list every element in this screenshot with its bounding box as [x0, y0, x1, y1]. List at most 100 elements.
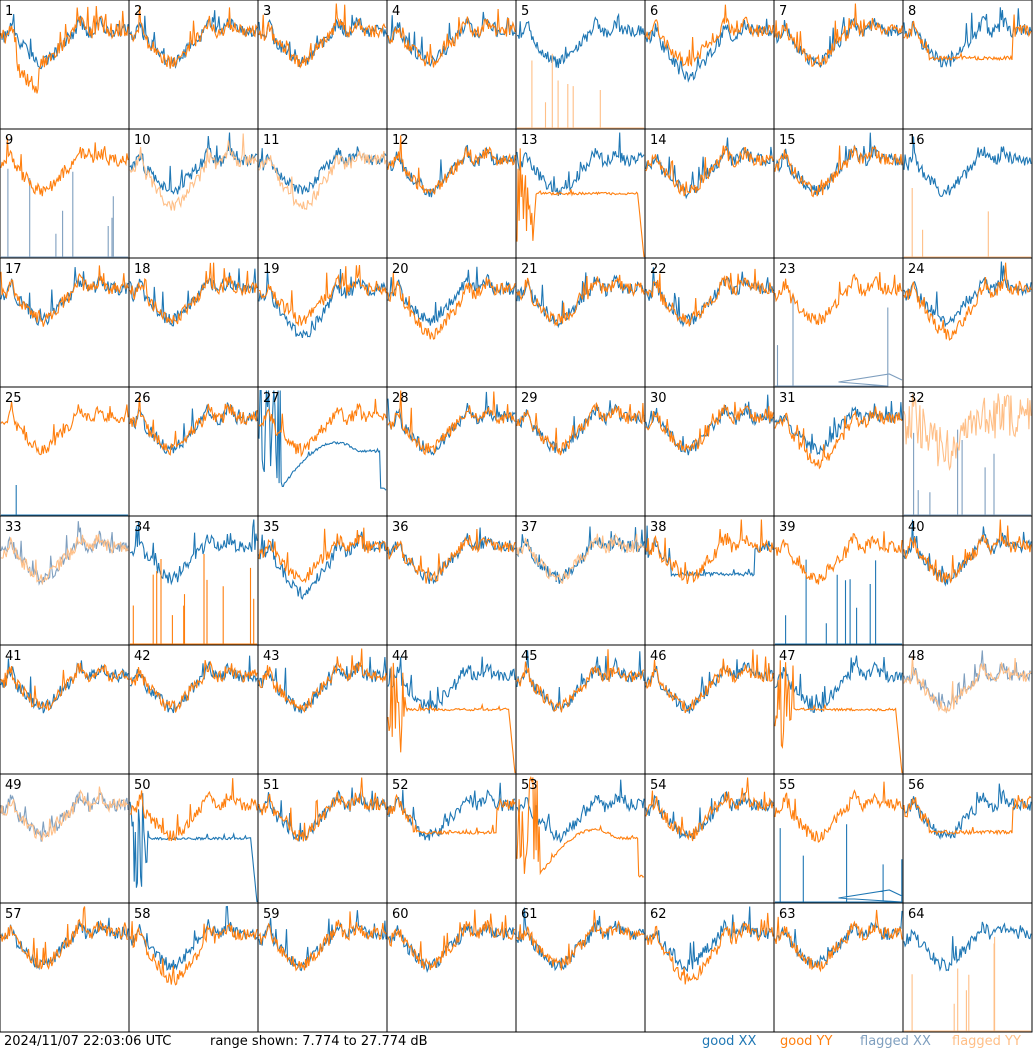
panel-20: 20	[386, 257, 517, 388]
panel-label: 56	[908, 778, 925, 793]
yy-series-line	[774, 531, 903, 585]
panel-label: 61	[521, 907, 538, 922]
panel-label: 40	[908, 520, 925, 535]
yy-series-line	[129, 778, 258, 842]
panel-frame	[515, 0, 646, 130]
panel-label: 4	[392, 4, 400, 19]
panel-frame	[644, 902, 775, 1033]
panel-26: 26	[128, 386, 259, 517]
xx-series-line	[1, 168, 128, 258]
panel-57: 57	[0, 902, 130, 1033]
yy-series-line	[903, 656, 1032, 713]
panel-frame	[902, 0, 1033, 130]
panel-label: 23	[779, 262, 796, 277]
panel-label: 9	[5, 133, 13, 148]
panel-label: 12	[392, 133, 409, 148]
panel-frame	[257, 773, 388, 904]
panel-frame	[644, 386, 775, 517]
panel-frame	[773, 773, 904, 904]
yy-series-line	[645, 777, 774, 842]
panel-41: 41	[0, 644, 130, 775]
xx-series-line	[129, 793, 258, 903]
panel-label: 13	[521, 133, 538, 148]
panel-frame	[515, 644, 646, 775]
xx-series-line	[516, 12, 645, 69]
panel-label: 51	[263, 778, 280, 793]
xx-series-line	[774, 655, 903, 714]
panel-55: 55	[773, 773, 904, 904]
footer-bar: 2024/11/07 22:03:06 UTC range shown: 7.7…	[0, 1033, 1033, 1053]
panel-39: 39	[773, 515, 904, 646]
legend-flagged-yy: flagged YY	[952, 1034, 1021, 1049]
yy-series-line	[258, 648, 387, 713]
xx-series-line	[775, 294, 903, 387]
yy-series-line	[645, 912, 774, 985]
yy-series-line	[645, 4, 774, 67]
xx-series-line	[903, 7, 1032, 68]
panel-label: 37	[521, 520, 538, 535]
panel-frame	[128, 386, 259, 517]
panel-label: 63	[779, 907, 796, 922]
panel-label: 52	[392, 778, 409, 793]
xx-series-line	[516, 132, 645, 197]
yy-series-line	[645, 268, 774, 327]
panel-frame	[773, 515, 904, 646]
yy-series-line	[903, 519, 1032, 584]
panel-6: 6	[644, 0, 775, 130]
panel-33: 33	[0, 515, 130, 646]
range-text: range shown: 7.774 to 27.774 dB	[210, 1034, 428, 1049]
panel-10: 10	[128, 128, 259, 259]
panel-frame	[128, 515, 259, 646]
panel-label: 8	[908, 4, 916, 19]
panel-label: 57	[5, 907, 22, 922]
panel-label: 34	[134, 520, 151, 535]
panel-frame	[902, 515, 1033, 646]
panel-21: 21	[515, 257, 646, 388]
yy-series-line	[0, 137, 129, 197]
xx-series-line	[129, 10, 258, 69]
panel-frame	[773, 257, 904, 388]
panel-frame	[0, 902, 130, 1033]
panel-34: 34	[128, 515, 259, 646]
yy-series-line	[904, 188, 1031, 258]
panel-25: 25	[0, 386, 130, 517]
yy-series-line	[129, 659, 258, 713]
yy-series-line	[516, 274, 645, 327]
panel-frame	[0, 0, 130, 130]
panel-23: 23	[773, 257, 904, 388]
panel-frame	[644, 0, 775, 130]
xx-series-line	[0, 521, 129, 586]
panel-label: 22	[650, 262, 667, 277]
panel-48: 48	[902, 644, 1033, 775]
panel-label: 7	[779, 4, 787, 19]
panel-label: 42	[134, 649, 151, 664]
panel-18: 18	[128, 257, 259, 388]
xx-series-line	[129, 268, 258, 327]
yy-series-line	[516, 775, 645, 878]
panel-label: 24	[908, 262, 925, 277]
yy-series-line	[516, 532, 645, 585]
panel-frame	[386, 902, 517, 1033]
xx-series-line	[129, 132, 258, 195]
panel-label: 27	[263, 391, 280, 406]
panel-frame	[515, 386, 646, 517]
panel-label: 1	[5, 4, 13, 19]
yy-series-line	[258, 264, 387, 327]
panel-frame	[644, 773, 775, 904]
panel-frame	[386, 515, 517, 646]
panel-frame	[644, 257, 775, 388]
panel-label: 60	[392, 907, 409, 922]
panel-frame	[773, 128, 904, 259]
panel-28: 28	[386, 386, 517, 517]
panel-label: 53	[521, 778, 538, 793]
panel-12: 12	[386, 128, 517, 259]
panel-17: 17	[0, 257, 130, 388]
panel-frame	[902, 902, 1033, 1033]
panel-24: 24	[902, 257, 1033, 388]
panel-frame	[386, 257, 517, 388]
panel-frame	[0, 773, 130, 904]
yy-series-line	[517, 53, 644, 129]
xx-series-line	[903, 136, 1032, 197]
xx-series-line	[129, 402, 258, 455]
